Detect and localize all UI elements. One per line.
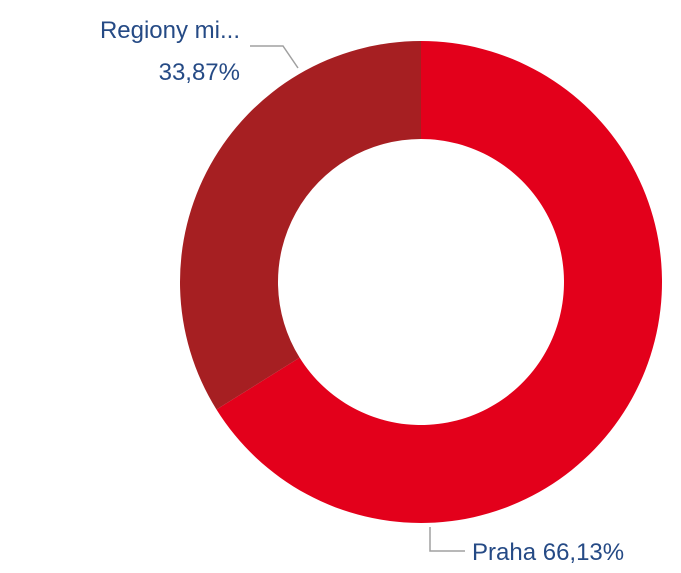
donut-slice	[216, 41, 662, 524]
donut-slice	[179, 41, 421, 410]
leader-line	[429, 527, 465, 552]
slice-value-label: 66,13%	[543, 539, 624, 566]
slice-value-label: 33,87%	[159, 59, 240, 86]
slice-category: Praha	[472, 539, 537, 566]
slice-label: Regiony mi...	[100, 17, 240, 44]
slice-label: Praha 66,13%	[472, 539, 624, 566]
leader-line	[250, 45, 299, 69]
slices	[179, 41, 662, 524]
